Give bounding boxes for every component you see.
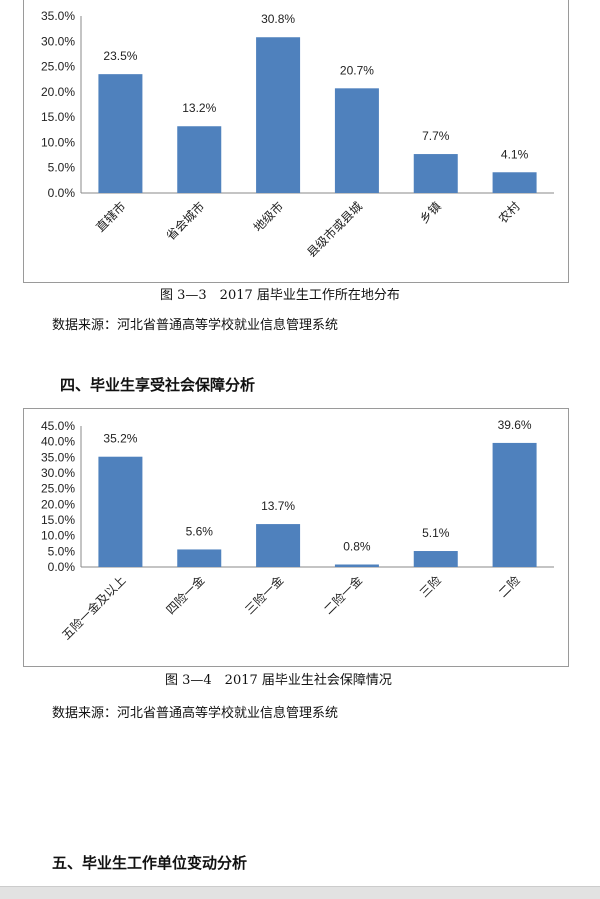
bar xyxy=(177,126,222,193)
data-label: 30.8% xyxy=(261,12,295,26)
chart-3-4: 0.0% 5.0%10.0% 15.0% 20.0%25.0% 30.0% 35.0%40… xyxy=(41,418,554,643)
data-source-1: 数据来源：河北省普通高等学校就业信息管理系统 xyxy=(52,318,339,333)
category-label: 四险一金 xyxy=(163,573,208,618)
bar xyxy=(413,154,458,193)
data-label: 5.6% xyxy=(186,524,214,538)
data-label: 23.5% xyxy=(103,49,137,63)
y-tick-label: 45.0% xyxy=(41,419,75,433)
y-tick-label: 25.0% xyxy=(41,60,75,74)
data-label: 20.7% xyxy=(340,63,374,77)
bar xyxy=(256,37,301,193)
category-label: 三险一金 xyxy=(242,573,287,618)
y-tick-label: 35.0% xyxy=(41,450,75,464)
category-label: 五险一金及以上 xyxy=(59,573,129,643)
category-label: 二险一金 xyxy=(320,573,365,618)
data-label: 39.6% xyxy=(498,418,532,432)
y-tick-label: 10.0% xyxy=(41,529,75,543)
y-tick-label: 30.0% xyxy=(41,34,75,48)
category-label: 农村 xyxy=(496,199,523,226)
bar xyxy=(492,442,537,567)
bar xyxy=(256,524,301,567)
bottom-toolbar xyxy=(0,886,600,899)
figure-caption-3-4: 图 3—4 2017 届毕业生社会保障情况 xyxy=(165,673,392,688)
y-tick-label: 0.0% xyxy=(48,560,76,574)
y-tick-label: 20.0% xyxy=(41,85,75,99)
figure-caption-3-3: 图 3—3 2017 届毕业生工作所在地分布 xyxy=(160,288,400,303)
y-tick-label: 5.0% xyxy=(48,544,76,558)
data-label: 13.2% xyxy=(182,101,216,115)
category-label: 三险 xyxy=(416,573,444,601)
bar xyxy=(492,172,537,193)
y-tick-label: 10.0% xyxy=(41,135,75,149)
data-source-2: 数据来源：河北省普通高等学校就业信息管理系统 xyxy=(52,706,339,721)
y-tick-label: 15.0% xyxy=(41,110,75,124)
bar xyxy=(334,88,379,193)
bar xyxy=(413,551,458,567)
y-tick-label: 30.0% xyxy=(41,466,75,480)
y-tick-label: 5.0% xyxy=(48,161,76,175)
data-label: 35.2% xyxy=(103,432,137,446)
y-tick-label: 40.0% xyxy=(41,435,75,449)
chart-3-3-frame: 0.0% 5.0% 10.0% 15.0% 20.0% 25.0% 30.0% 35.0% 23… xyxy=(23,0,569,283)
bar xyxy=(334,564,379,567)
y-tick-label: 15.0% xyxy=(41,513,75,527)
y-tick-label: 20.0% xyxy=(41,497,75,511)
chart-3-3: 0.0% 5.0% 10.0% 15.0% 20.0% 25.0% 30.0% 35.0% 23… xyxy=(41,9,554,261)
y-tick-label: 25.0% xyxy=(41,482,75,496)
bar xyxy=(98,74,143,193)
y-tick-label: 35.0% xyxy=(41,9,75,23)
category-label: 直辖市 xyxy=(92,199,128,235)
bar xyxy=(177,549,222,567)
section-heading-4: 四、毕业生享受社会保障分析 xyxy=(60,376,256,394)
category-label: 地级市 xyxy=(250,199,286,235)
category-label: 县级市或县城 xyxy=(304,199,366,261)
category-label: 省会城市 xyxy=(163,199,208,244)
category-label: 乡镇 xyxy=(417,199,444,226)
data-label: 13.7% xyxy=(261,499,295,513)
section-heading-5: 五、毕业生工作单位变动分析 xyxy=(52,854,248,872)
data-label: 0.8% xyxy=(343,539,371,553)
y-tick-label: 0.0% xyxy=(48,186,76,200)
chart-3-4-frame: 0.0% 5.0% 10.0% 15.0% 20.0% 25.0% 30.0% 35.0% 40… xyxy=(23,408,569,667)
data-label: 4.1% xyxy=(501,147,529,161)
category-label: 二险 xyxy=(495,573,523,601)
bar xyxy=(98,456,143,567)
data-label: 5.1% xyxy=(422,526,450,540)
data-label: 7.7% xyxy=(422,129,450,143)
